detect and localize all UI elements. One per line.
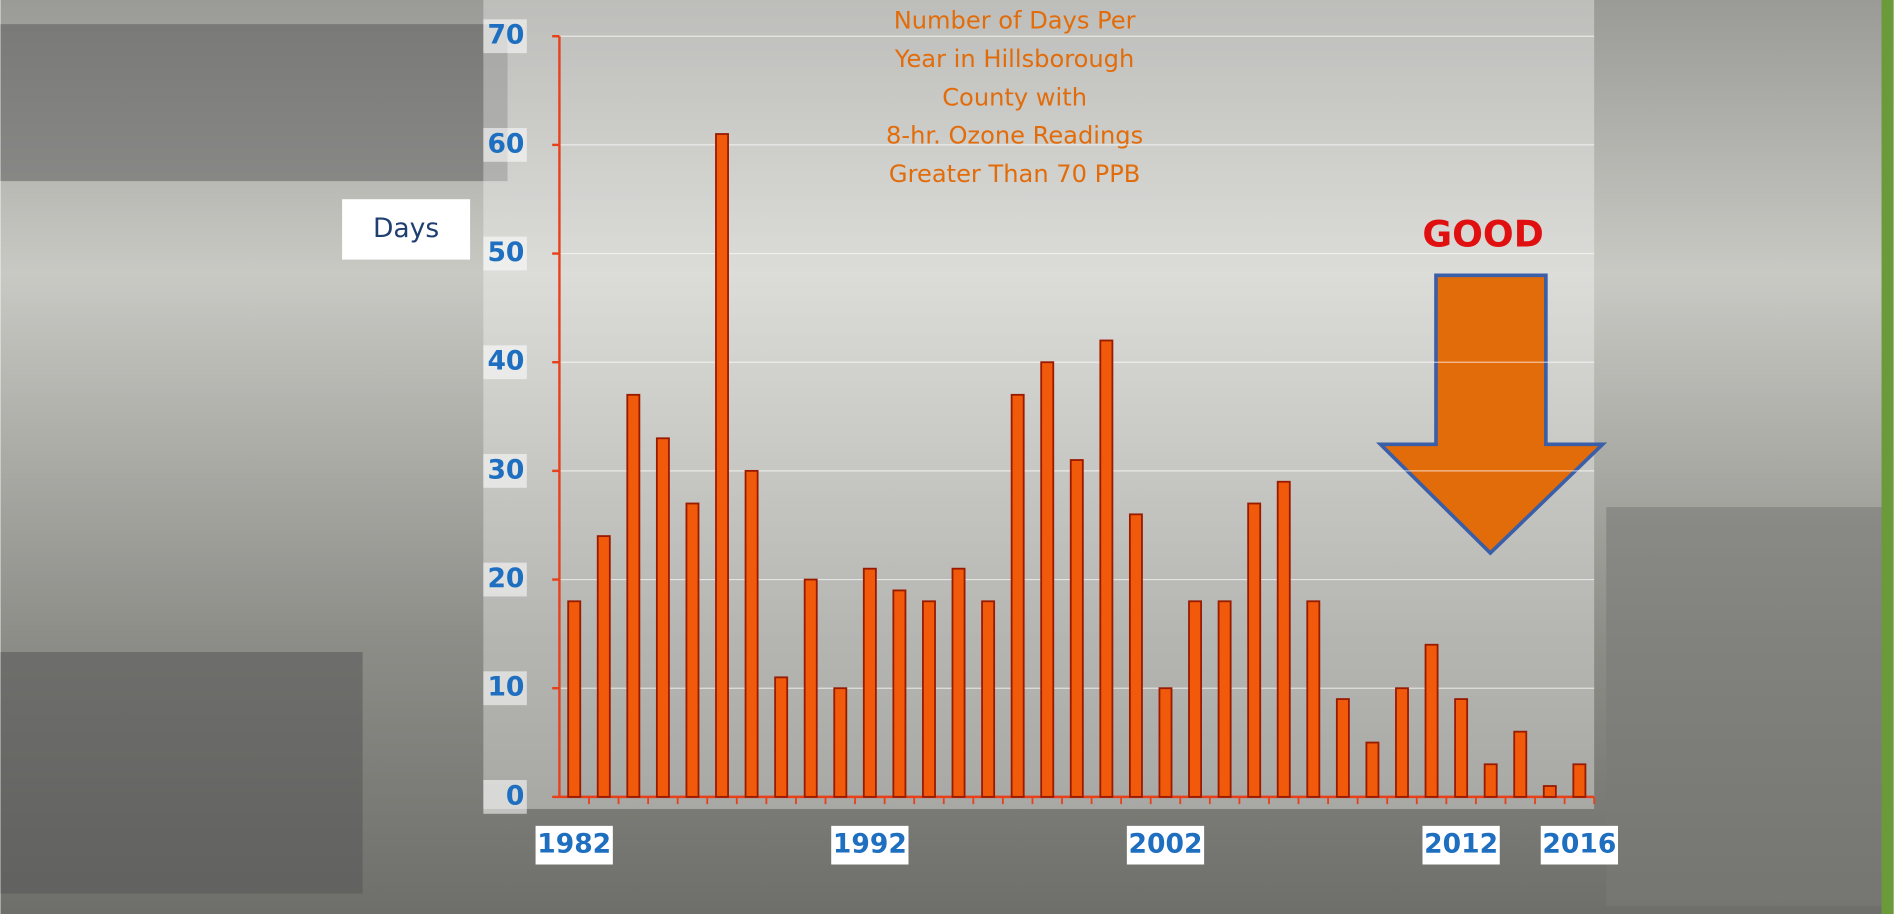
title-line: County with (942, 83, 1087, 111)
photo-shore (0, 24, 508, 182)
bar (1572, 763, 1587, 798)
y-tick-box (483, 779, 527, 814)
x-tick-label: 1992 (833, 829, 907, 860)
title-line: Number of Days Per (894, 7, 1136, 35)
title-line: Year in Hillsborough (894, 45, 1134, 73)
bar (862, 567, 877, 798)
bar (1099, 339, 1114, 798)
bar (1276, 480, 1291, 798)
bar (1188, 600, 1202, 798)
x-tick-box (1422, 825, 1500, 865)
y-label-box (342, 199, 471, 260)
y-tick-box (483, 671, 527, 706)
title-line: Greater Than 70 PPB (889, 160, 1140, 188)
bar (1424, 643, 1439, 798)
bar (715, 133, 729, 798)
bar (1010, 393, 1025, 798)
photo-buildings (0, 651, 363, 894)
x-tick-box (535, 825, 613, 865)
y-tick-box (483, 127, 527, 162)
bar (567, 600, 582, 798)
x-tick-label: 2002 (1129, 829, 1203, 860)
frame-edge (1881, 0, 1894, 914)
bar (596, 535, 611, 798)
good-arrow (1376, 273, 1608, 556)
y-tick-label: 60 (487, 128, 524, 159)
y-tick-label: 10 (487, 672, 524, 703)
bar (803, 578, 818, 798)
bar (744, 469, 759, 798)
bar (951, 567, 966, 798)
annotation: GOOD (1422, 213, 1543, 256)
bar (1040, 361, 1055, 798)
x-tick-box (1540, 825, 1619, 865)
y-tick-box (483, 453, 527, 488)
bar (1128, 513, 1143, 798)
y-tick-label: 70 (487, 20, 524, 51)
bar (1217, 600, 1232, 798)
x-tick-label: 2016 (1542, 829, 1616, 860)
bar (922, 600, 936, 798)
bar (1335, 698, 1350, 798)
x-tick-label: 2012 (1424, 829, 1498, 860)
y-axis-label: Days (373, 213, 439, 244)
bar (626, 393, 641, 798)
x-tick-label: 1982 (537, 829, 611, 860)
bar (685, 502, 700, 798)
bar (833, 687, 848, 798)
bar (1158, 687, 1173, 798)
bar (1542, 785, 1557, 798)
y-tick-box (483, 236, 527, 271)
bar (1069, 459, 1084, 798)
bar (981, 600, 996, 798)
bar (1395, 687, 1409, 798)
bar (1365, 741, 1380, 798)
y-tick-box (483, 19, 527, 54)
chart-title: Number of Days Per Year in Hillsborough Co… (886, 7, 1143, 188)
photo-tanks (1606, 507, 1884, 906)
y-tick-label: 40 (487, 346, 524, 377)
y-tick-label: 20 (487, 563, 524, 594)
bar (655, 437, 670, 798)
bar (1454, 698, 1469, 798)
bar (892, 589, 907, 798)
x-tick-box (1126, 825, 1205, 865)
bar (1483, 763, 1498, 798)
bar (1306, 600, 1321, 798)
bar (774, 676, 789, 798)
y-tick-box (483, 562, 527, 597)
y-tick-label: 50 (487, 237, 524, 268)
bar (1513, 730, 1528, 798)
y-tick-label: 0 (506, 780, 524, 811)
y-tick-label: 30 (487, 454, 524, 485)
x-tick-box (831, 825, 909, 865)
bar (1247, 502, 1262, 798)
y-tick-box (483, 345, 527, 380)
